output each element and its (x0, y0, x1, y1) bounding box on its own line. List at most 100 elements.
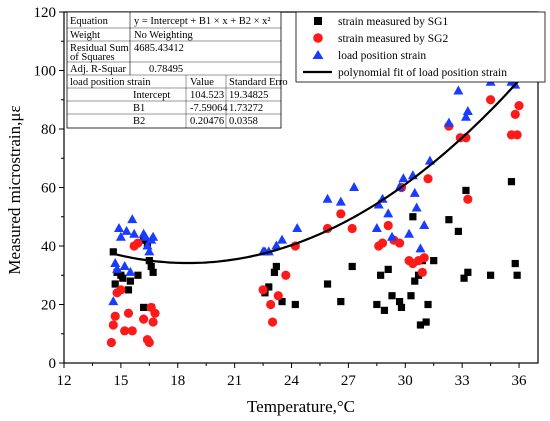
sg2-point (336, 209, 346, 219)
sg1-point (424, 300, 432, 309)
sg1-point (109, 248, 117, 256)
sg2-point (123, 308, 134, 318)
load-point (144, 246, 155, 256)
y-tick-label: 80 (41, 122, 56, 138)
sg1-point (507, 178, 516, 186)
points-layer (106, 76, 524, 348)
load-point (129, 228, 140, 238)
x-tick-label: 24 (284, 373, 300, 389)
x-tick-label: 15 (113, 373, 128, 389)
stats-value-residual: 4685.43412 (134, 43, 184, 54)
y-tick-label: 40 (41, 239, 56, 255)
sg1-point (411, 277, 419, 285)
stats-param-name: B1 (133, 103, 145, 114)
stats-subheader-error: Standard Erro (229, 77, 288, 88)
sg1-point (149, 268, 157, 276)
load-point (373, 199, 384, 209)
load-point (110, 258, 121, 268)
stats-subheader-value: Value (190, 77, 214, 88)
load-point (113, 222, 124, 232)
stats-param-name: Intercept (133, 90, 170, 101)
sg2-point (110, 311, 120, 321)
sg1-point (460, 274, 468, 282)
stats-label-adj-r2: Adj. R-Squar (70, 64, 127, 75)
sg1-point (337, 297, 345, 306)
load-point (277, 234, 288, 244)
legend-marker-sg1 (314, 17, 322, 25)
fit-stats-table: Equation y = Intercept + B1 × x + B2 × x… (66, 11, 288, 129)
x-tick-label: 33 (455, 373, 470, 389)
sg1-point (384, 265, 392, 273)
sg2-point (144, 337, 154, 348)
sg1-point (380, 306, 389, 314)
sg2-point (347, 223, 357, 234)
x-tick-label: 27 (341, 373, 357, 389)
load-point (127, 214, 138, 224)
sg1-point (513, 271, 521, 279)
load-point (148, 231, 159, 241)
sg2-point (510, 109, 520, 119)
sg2-point (423, 174, 433, 184)
stats-subheader-series: load position strain (70, 77, 151, 88)
stats-param-value: 0.20476 (190, 116, 224, 127)
stats-param-name: B2 (133, 116, 145, 127)
legend: strain measured by SG1 strain measured b… (295, 11, 546, 83)
stats-label-residual-2: of Squares (70, 52, 115, 63)
stats-param-value: -7.59064 (190, 103, 228, 114)
sg2-point (394, 238, 405, 248)
sg1-point (111, 280, 119, 288)
legend-label-fit: polynomial fit of load position strain (338, 67, 507, 79)
load-point (409, 187, 420, 197)
y-tick-label: 60 (41, 181, 56, 197)
y-tick-label: 120 (34, 5, 57, 21)
sg2-point (106, 337, 116, 348)
sg1-point (291, 300, 299, 309)
sg1-point (454, 227, 462, 235)
sg1-point (147, 262, 155, 271)
load-point (112, 263, 123, 273)
legend-label-sg2: strain measured by SG2 (338, 33, 448, 45)
y-tick-label: 0 (49, 356, 57, 372)
stats-param-value: 104.523 (190, 90, 224, 101)
sg2-point (148, 317, 158, 327)
fit-curve (111, 79, 520, 265)
y-axis-label: Measured microstrain,με (5, 105, 24, 274)
load-point (411, 202, 422, 212)
stats-label-residual: Residual Sum (70, 43, 129, 54)
sg2-point (383, 220, 393, 231)
load-point (335, 196, 346, 206)
load-point (419, 220, 430, 230)
sg1-point (487, 271, 495, 279)
load-point (349, 182, 360, 191)
y-tick-label: 20 (41, 298, 56, 314)
sg1-point (373, 300, 381, 309)
sg1-point (134, 271, 142, 279)
stats-label-equation: Equation (70, 16, 109, 27)
sg2-point (127, 326, 137, 336)
sg2-point (281, 270, 291, 280)
sg2-point (108, 320, 118, 330)
stats-value-adj-r2: 0.78495 (149, 64, 183, 75)
load-point (371, 222, 382, 232)
sg1-point (422, 318, 430, 326)
sg1-point (395, 297, 404, 306)
sg1-point (464, 268, 472, 276)
legend-frame (295, 11, 546, 83)
sg2-point (267, 317, 278, 327)
x-tick-label: 18 (170, 373, 185, 389)
load-point (271, 240, 282, 250)
stats-param-error: 0.0358 (229, 116, 258, 127)
stats-value-equation: y = Intercept + B1 × x + B2 × x² (134, 16, 271, 27)
sg2-point (417, 267, 427, 277)
sg1-point (407, 292, 415, 300)
sg1-point (126, 277, 134, 285)
y-tick-label: 100 (34, 64, 57, 80)
load-point (383, 208, 394, 218)
load-point (443, 117, 454, 127)
stats-param-error: 19.34825 (229, 90, 268, 101)
sg1-point (124, 286, 133, 294)
load-point (404, 228, 415, 238)
sg2-point (150, 308, 160, 318)
load-point (398, 173, 409, 183)
